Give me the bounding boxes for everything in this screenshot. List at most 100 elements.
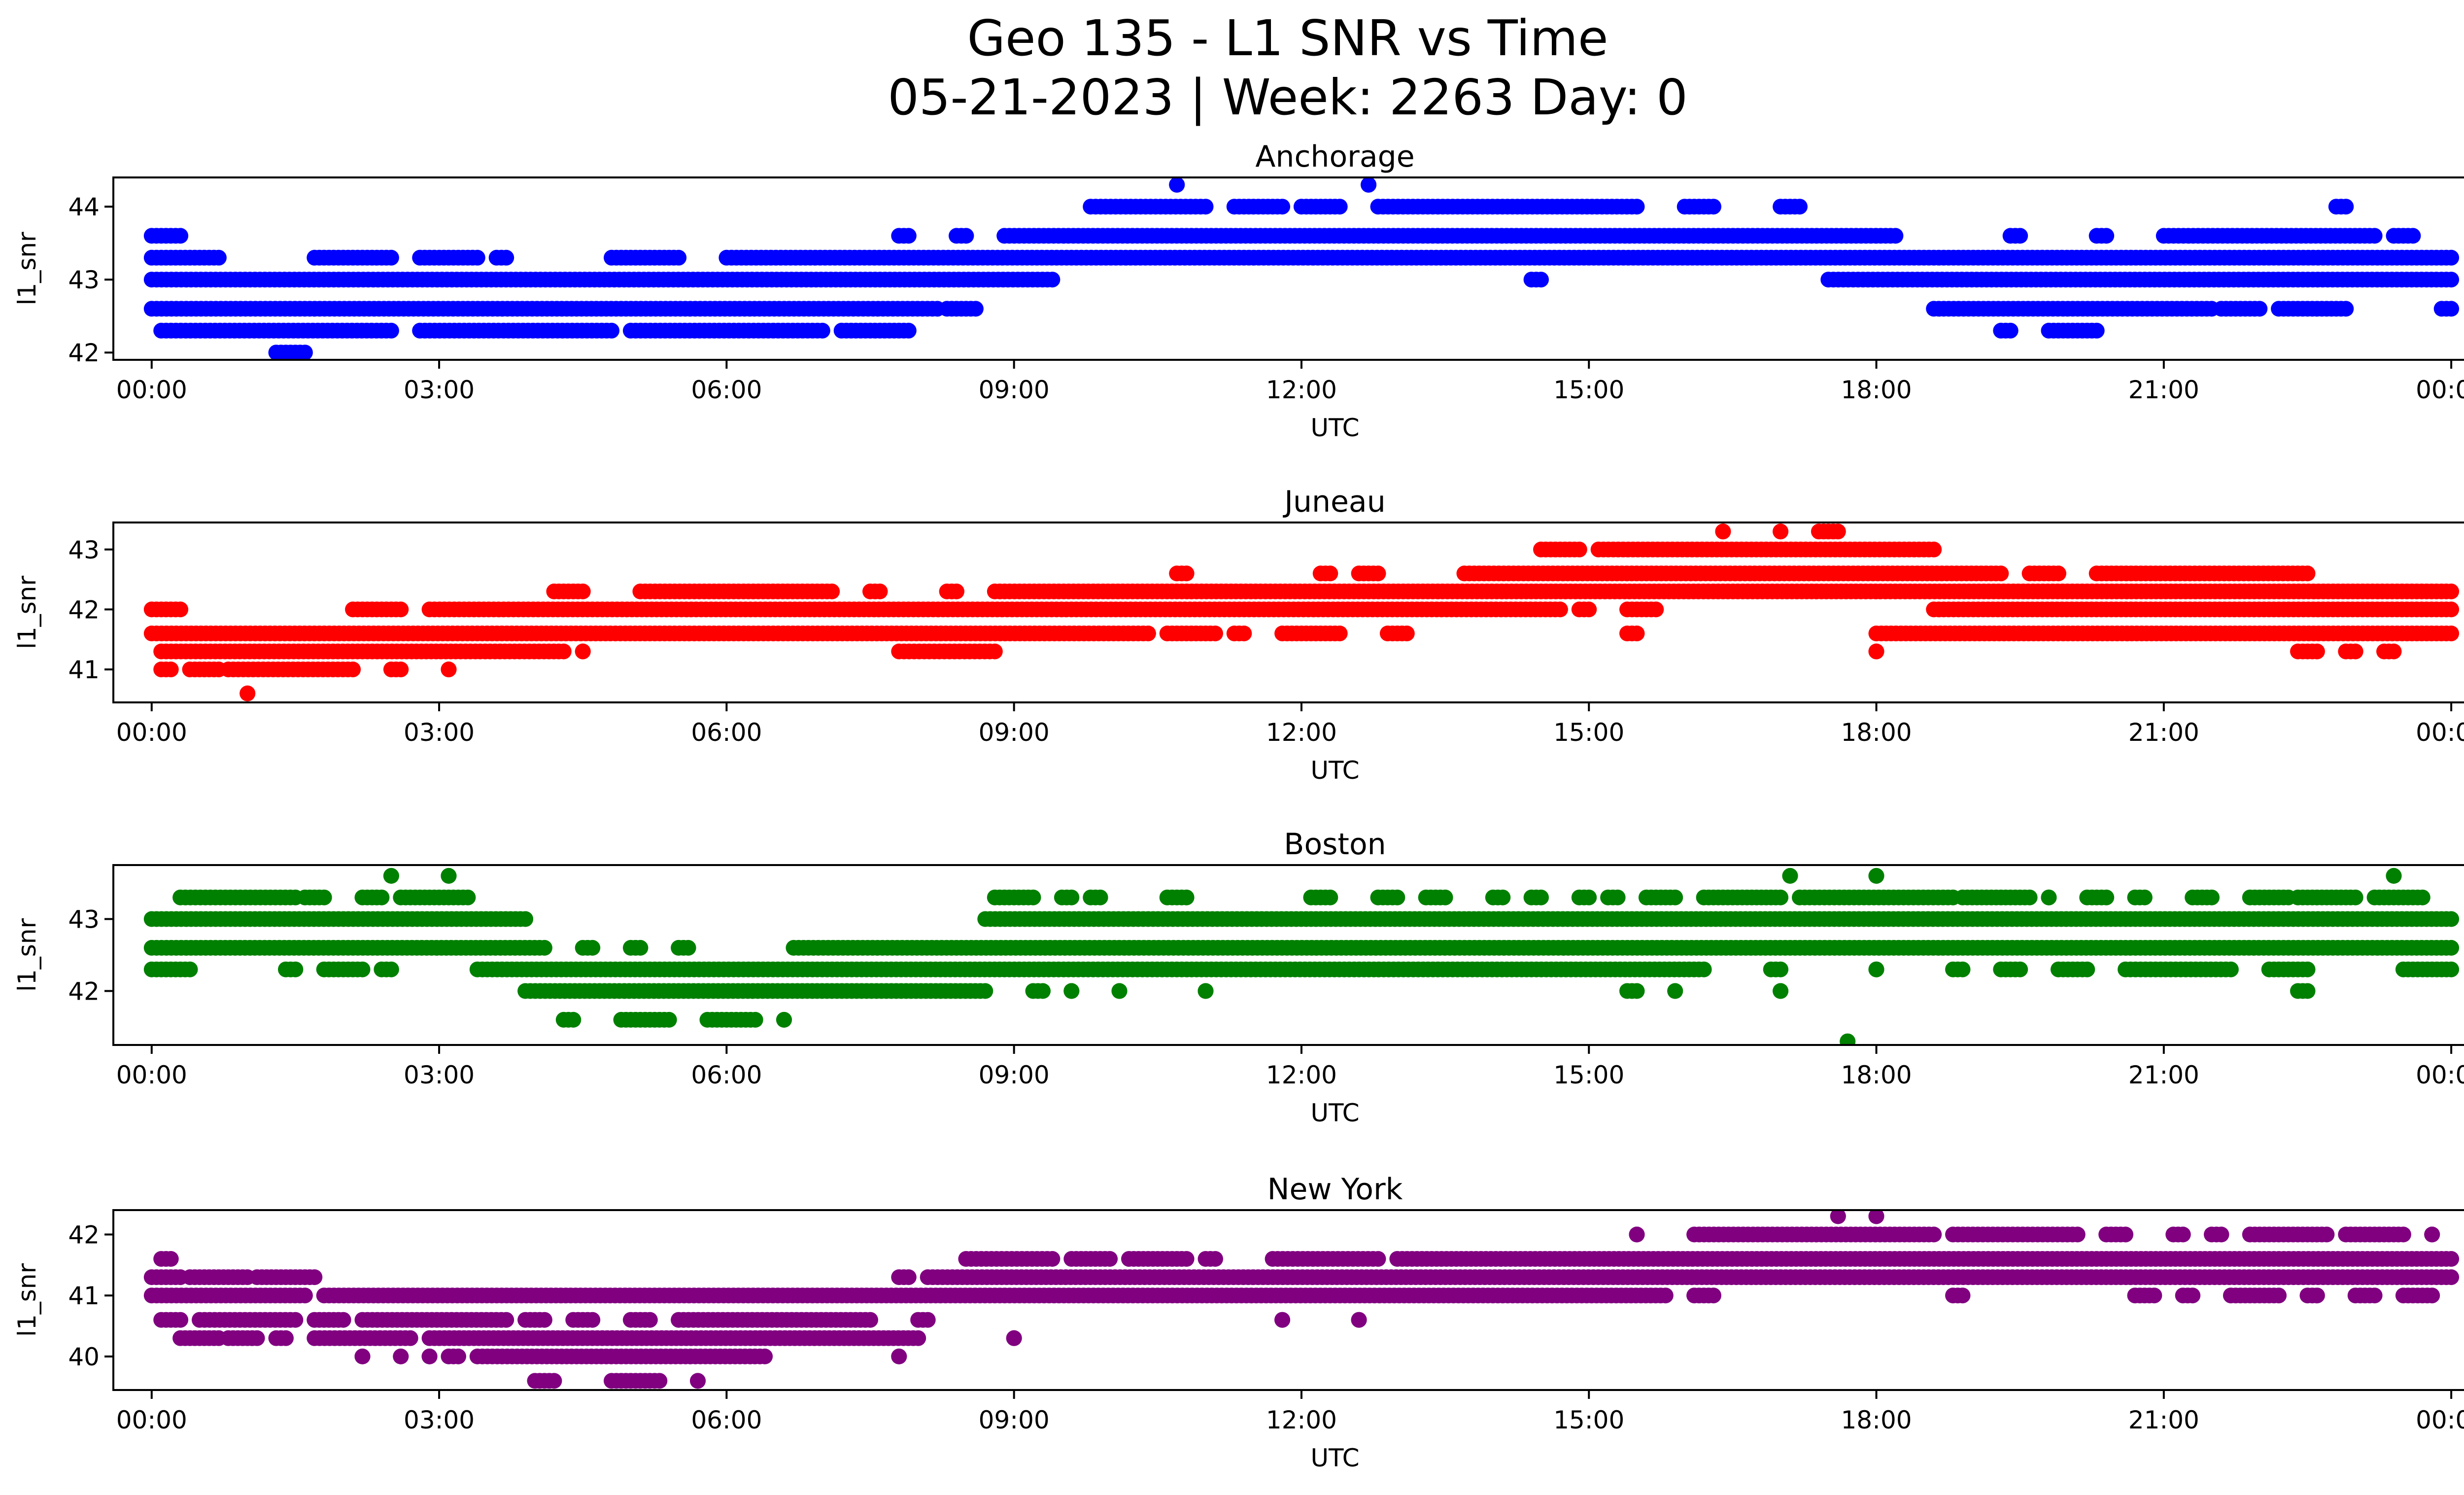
- data-point: [2041, 889, 2057, 905]
- x-tick-label: 06:00: [691, 718, 762, 747]
- x-tick-label: 21:00: [2128, 376, 2199, 404]
- x-tick-label: 00:00: [2416, 718, 2464, 747]
- data-point: [671, 249, 687, 266]
- data-point: [210, 249, 227, 266]
- data-point: [441, 868, 457, 884]
- panel-title: Anchorage: [1255, 139, 1414, 174]
- data-point: [1609, 889, 1626, 905]
- data-point: [287, 1312, 304, 1328]
- data-point: [814, 322, 830, 339]
- data-point: [2338, 301, 2354, 317]
- data-point: [278, 1330, 294, 1346]
- data-point: [354, 961, 371, 977]
- data-point: [776, 1011, 792, 1028]
- data-point: [297, 345, 313, 360]
- data-point: [1629, 199, 1645, 215]
- data-point: [383, 868, 399, 884]
- data-point: [1571, 541, 1587, 557]
- data-point: [1773, 523, 1789, 540]
- data-point: [249, 1330, 265, 1346]
- points-boston: [143, 868, 2460, 1045]
- x-tick-label: 00:00: [2416, 376, 2464, 404]
- x-tick-label: 09:00: [979, 718, 1050, 747]
- axes-frame: [112, 864, 2464, 1046]
- data-point: [1782, 868, 1798, 884]
- data-point: [757, 1348, 773, 1364]
- data-point: [1092, 889, 1108, 905]
- data-point: [2405, 228, 2421, 244]
- data-point: [1667, 983, 1683, 999]
- data-point: [1399, 626, 1415, 642]
- x-tick-label: 00:00: [2416, 1061, 2464, 1089]
- data-point: [1840, 1033, 1856, 1045]
- y-tick-label: 43: [68, 266, 100, 294]
- data-point: [2088, 322, 2105, 339]
- y-tick-label: 43: [68, 536, 100, 564]
- x-tick-label: 21:00: [2128, 718, 2199, 747]
- data-point: [2252, 301, 2268, 317]
- data-point: [1954, 961, 1971, 977]
- x-tick-label: 00:00: [116, 718, 187, 747]
- data-point: [900, 228, 917, 244]
- data-point: [2002, 322, 2019, 339]
- data-point: [2443, 301, 2460, 317]
- data-point: [546, 1373, 562, 1389]
- data-point: [163, 661, 179, 678]
- points-new-york: [143, 1210, 2460, 1389]
- data-point: [2309, 643, 2325, 660]
- data-point: [1868, 868, 1884, 884]
- data-point: [1629, 626, 1645, 642]
- data-point: [2386, 868, 2402, 884]
- y-tick-label: 42: [68, 977, 100, 1006]
- data-point: [1887, 228, 1904, 244]
- points-juneau: [143, 523, 2460, 701]
- data-point: [977, 983, 993, 999]
- x-tick-label: 03:00: [404, 1061, 475, 1089]
- data-point: [958, 228, 974, 244]
- data-point: [1169, 177, 1185, 193]
- data-point: [1370, 565, 1386, 582]
- data-point: [2012, 961, 2028, 977]
- x-tick-label: 15:00: [1553, 718, 1624, 747]
- x-tick-label: 12:00: [1266, 718, 1337, 747]
- x-tick-label: 09:00: [979, 376, 1050, 404]
- data-point: [1581, 601, 1597, 618]
- x-tick-label: 18:00: [1841, 718, 1912, 747]
- data-point: [1322, 565, 1338, 582]
- y-tick-label: 42: [68, 595, 100, 624]
- x-tick-label: 12:00: [1266, 1061, 1337, 1089]
- data-point: [1322, 889, 1338, 905]
- data-point: [604, 322, 619, 339]
- y-axis-label: l1_snr: [13, 918, 41, 992]
- data-point: [1868, 643, 1884, 660]
- data-point: [2299, 565, 2316, 582]
- x-tick-label: 06:00: [691, 1061, 762, 1089]
- data-point: [383, 322, 399, 339]
- x-tick-label: 15:00: [1553, 1061, 1624, 1089]
- x-tick-label: 18:00: [1841, 1061, 1912, 1089]
- data-point: [2443, 601, 2460, 618]
- data-point: [460, 889, 476, 905]
- data-point: [1035, 983, 1051, 999]
- figure-title-line2: 05-21-2023 | Week: 2263 Day: 0: [888, 69, 1688, 126]
- x-tick-label: 03:00: [404, 718, 475, 747]
- data-point: [584, 1312, 601, 1328]
- data-point: [2386, 643, 2402, 660]
- data-point: [240, 685, 256, 701]
- data-point: [1629, 983, 1645, 999]
- data-point: [824, 583, 840, 599]
- figure-title-line1: Geo 135 - L1 SNR vs Time: [967, 9, 1608, 67]
- data-point: [584, 939, 601, 956]
- panel-title: Boston: [1284, 827, 1386, 862]
- data-point: [450, 1348, 466, 1364]
- data-point: [920, 1312, 936, 1328]
- data-point: [1773, 889, 1789, 905]
- data-point: [900, 322, 917, 339]
- x-tick-label: 06:00: [691, 376, 762, 404]
- data-point: [2021, 889, 2038, 905]
- data-point: [1140, 626, 1156, 642]
- data-point: [1926, 541, 1942, 557]
